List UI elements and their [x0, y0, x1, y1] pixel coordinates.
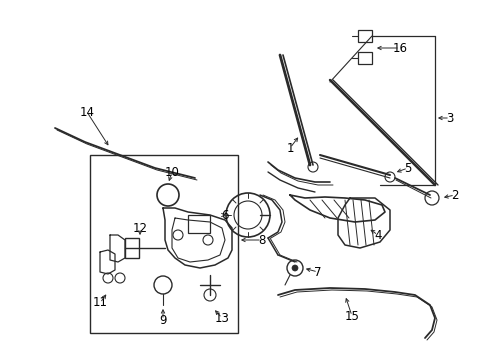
- Bar: [357, 30, 371, 42]
- Bar: [357, 52, 371, 64]
- Text: 12: 12: [132, 221, 147, 234]
- Circle shape: [291, 265, 297, 271]
- Text: 2: 2: [450, 189, 458, 202]
- Text: 5: 5: [404, 162, 411, 175]
- Text: 16: 16: [392, 41, 407, 54]
- Text: 7: 7: [314, 266, 321, 279]
- Text: 13: 13: [214, 311, 229, 324]
- Text: 6: 6: [221, 208, 228, 221]
- Text: 10: 10: [164, 166, 179, 179]
- Bar: [90, 155, 238, 333]
- Text: 14: 14: [80, 105, 94, 118]
- Bar: [125, 238, 139, 258]
- Text: 9: 9: [159, 314, 166, 327]
- Text: 11: 11: [92, 297, 107, 310]
- Text: 15: 15: [344, 310, 359, 323]
- Text: 4: 4: [373, 229, 381, 242]
- Text: 8: 8: [258, 234, 265, 247]
- Text: 1: 1: [285, 141, 293, 154]
- Text: 3: 3: [446, 112, 453, 125]
- Bar: [187, 215, 209, 233]
